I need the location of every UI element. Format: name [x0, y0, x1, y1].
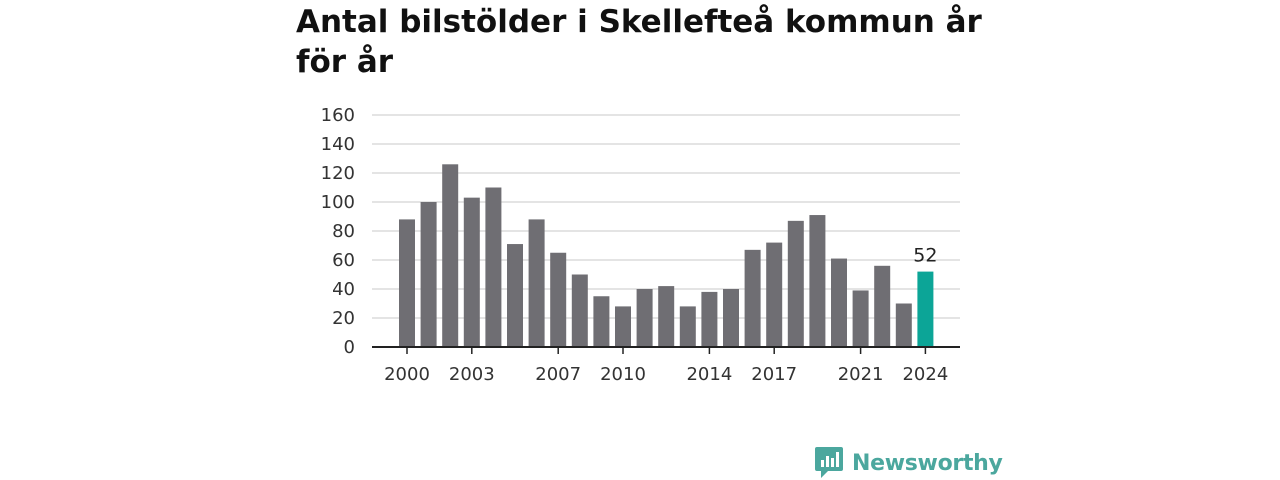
y-tick-label: 140 — [321, 134, 355, 155]
bar-2012 — [658, 286, 675, 347]
bar-2016 — [744, 249, 761, 347]
bar-2017 — [766, 242, 783, 347]
bar-2019 — [809, 215, 826, 347]
bar-2001 — [420, 202, 437, 347]
data-label-2024: 52 — [913, 245, 937, 267]
y-tick-label: 60 — [332, 250, 355, 271]
brand-name: Newsworthy — [852, 450, 1003, 476]
bar-2023 — [895, 303, 912, 347]
y-tick-label: 80 — [332, 221, 355, 242]
x-tick-label: 2014 — [686, 364, 732, 385]
bar-2010 — [615, 306, 631, 347]
y-tick-label: 40 — [332, 279, 355, 300]
y-tick-label: 120 — [321, 163, 355, 184]
bar-2004 — [485, 187, 502, 347]
bar-2002 — [442, 164, 459, 347]
x-tick-label: 2007 — [535, 364, 581, 385]
annotations: 52 — [913, 245, 937, 267]
bar-2009 — [593, 296, 610, 347]
x-tick-label: 2010 — [600, 364, 646, 385]
bar-2011 — [636, 289, 653, 347]
bar-2008 — [571, 274, 588, 347]
y-tick-label: 160 — [321, 105, 355, 126]
newsworthy-logo: Newsworthy — [814, 446, 1003, 480]
bar-2013 — [679, 306, 696, 347]
y-tick-label: 20 — [332, 308, 355, 329]
bar-2000 — [399, 219, 415, 347]
bar-2024 — [917, 271, 934, 347]
bar-2003 — [463, 197, 480, 347]
bar-2015 — [723, 289, 739, 347]
bar-2006 — [528, 219, 545, 347]
y-axis: 0 20 40 60 80 100 120 140 160 — [321, 105, 355, 358]
bar-2005 — [507, 244, 523, 347]
bar-2022 — [874, 265, 891, 347]
x-axis: 2000 2003 2007 2010 2014 2017 2021 2024 — [372, 346, 960, 385]
x-tick-label: 2000 — [384, 364, 430, 385]
x-tick-label: 2017 — [751, 364, 797, 385]
bar-2021 — [852, 290, 869, 347]
bar-2020 — [831, 258, 847, 347]
newsworthy-icon — [815, 447, 843, 478]
chart-title: Antal bilstölder i Skellefteå kommun år … — [296, 4, 982, 80]
x-tick-label: 2003 — [449, 364, 495, 385]
bar-2007 — [550, 252, 567, 347]
y-tick-label: 100 — [321, 192, 355, 213]
x-tick-label: 2024 — [902, 364, 948, 385]
y-tick-label: 0 — [344, 337, 355, 358]
bar-2014 — [701, 291, 718, 347]
x-tick-label: 2021 — [838, 364, 884, 385]
bars — [399, 164, 934, 347]
bar-2018 — [787, 220, 804, 347]
